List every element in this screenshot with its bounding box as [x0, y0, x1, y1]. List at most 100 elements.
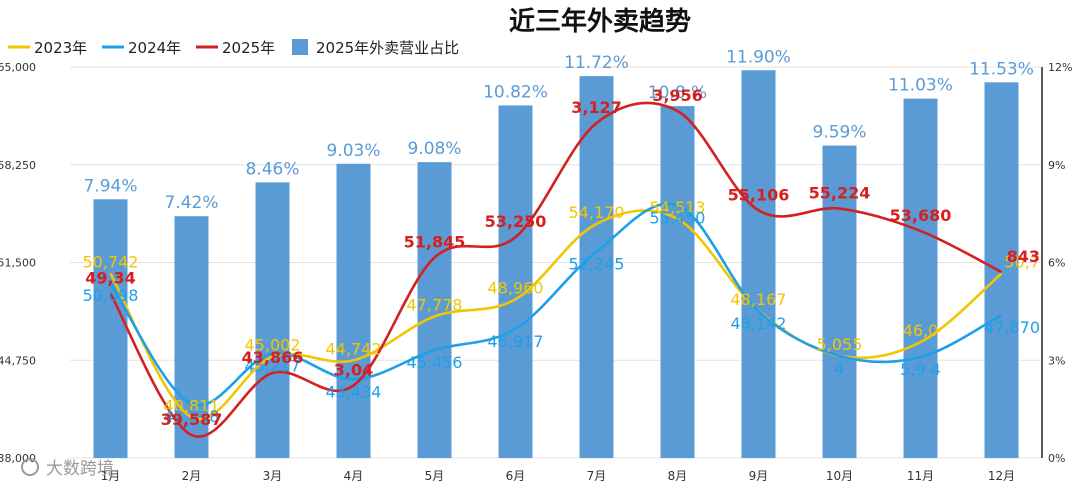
line-labels: 50,742 40,811 45,002 44,742 47,778 48,960 54,1…: [83, 86, 1040, 429]
line-label-2025年: 3,127: [571, 98, 622, 117]
x-tick: 2月: [182, 469, 202, 483]
x-tick: 12月: [988, 469, 1015, 483]
bar-label: 7.94%: [83, 176, 137, 196]
line-label-2025年: 55,224: [809, 184, 871, 203]
series-line-2025年: [109, 101, 1003, 439]
x-tick: 1月: [101, 469, 121, 483]
line-label-2023年: 40,811: [164, 396, 220, 415]
watermark-text: 大数跨境: [46, 459, 114, 479]
legend: 2023年 2024年 2025年 2025年外卖营业占比: [8, 39, 459, 57]
legend-label-3: 2025年外卖营业占比: [316, 39, 459, 57]
line-label-2024年: 45,217: [245, 356, 301, 375]
legend-label-1: 2024年: [128, 39, 181, 57]
x-tick: 10月: [826, 469, 853, 483]
watermark: 大数跨境: [21, 458, 114, 479]
y-left-tick: 51,500: [0, 257, 36, 270]
line-label-2024年: 5,9 4: [900, 360, 941, 379]
line-label-2024年: 46,917: [488, 332, 544, 351]
watermark-icon: [21, 458, 39, 476]
y-axis-left: 38,000 44,750 51,500 58,250 65,000: [0, 61, 36, 465]
line-label-2023年: 54,513: [650, 198, 706, 217]
x-tick: 11月: [907, 469, 934, 483]
line-label-2024年: 43,434: [326, 382, 382, 401]
x-tick: 4月: [344, 469, 364, 483]
y-left-tick: 58,250: [0, 159, 36, 172]
bar-label: 11.90%: [726, 47, 791, 67]
bar-4: [336, 163, 371, 458]
bar-label: 10.8 %: [648, 83, 707, 103]
line-label-2024年: 45,456: [407, 353, 463, 372]
line-label-2023年: 48,960: [488, 278, 544, 297]
bar-label: 11.03%: [888, 76, 953, 96]
line-label-2025年: 3,04: [334, 361, 373, 380]
x-tick: 6月: [506, 469, 526, 483]
x-tick: 8月: [668, 469, 688, 483]
line-label-2024年: 41,738: [164, 407, 220, 426]
bar-6: [498, 105, 533, 458]
line-label-2025年: 53,250: [485, 212, 547, 231]
line-label-2024年: 48,142: [731, 314, 787, 333]
line-label-2025年: 39,587: [161, 410, 223, 429]
line-label-2025年: 43,866: [242, 348, 304, 367]
line-label-2024年: 55,450: [650, 208, 706, 227]
line-label-2023年: 50,7: [1004, 252, 1040, 271]
bar-5: [417, 162, 452, 459]
line-label-2024年: 47,870: [984, 318, 1040, 337]
bar-label: 9.08%: [407, 139, 461, 159]
bar-7: [579, 76, 614, 458]
bar-label: 7.42%: [164, 193, 218, 213]
bar-series: [93, 70, 1019, 459]
x-tick: 5月: [425, 469, 445, 483]
line-label-2023年: 50,742: [83, 252, 139, 271]
bar-label: 10.82%: [483, 82, 548, 102]
y-left-tick: 65,000: [0, 61, 36, 74]
line-label-2023年: 47,778: [407, 295, 463, 314]
legend-label-2: 2025年: [222, 39, 275, 57]
line-label-2025年: 49,34: [85, 269, 136, 288]
line-label-2023年: 48,167: [731, 290, 787, 309]
bar-labels: 7.94% 7.42% 8.46% 9.03% 9.08% 10.82% 11.72% 10.…: [83, 47, 1033, 213]
line-label-2023年: 44,742: [326, 339, 382, 358]
x-tick: 9月: [749, 469, 769, 483]
y-axis-right: 0% 3% 6% 9% 12%: [1041, 61, 1072, 465]
line-label-2025年: 55,106: [728, 185, 790, 204]
bar-10: [822, 145, 857, 459]
y-right-tick: 0%: [1048, 452, 1065, 465]
chart-title: 近三年外卖趋势: [509, 6, 691, 37]
line-label-2025年: 3,956: [652, 86, 703, 105]
x-tick: 3月: [263, 469, 283, 483]
series-line-2023年: [109, 209, 1003, 421]
line-label-2023年: 5,055: [817, 335, 863, 354]
bar-label: 11.53%: [969, 59, 1034, 79]
bar-1: [93, 199, 128, 458]
bar-label: 9.59%: [812, 123, 866, 143]
bar-label: 9.03%: [326, 141, 380, 161]
y-right-tick: 12%: [1048, 61, 1072, 74]
series-line-2024年: [109, 202, 1003, 407]
y-right-tick: 9%: [1048, 159, 1065, 172]
bar-11: [903, 98, 938, 458]
line-series: [109, 101, 1003, 439]
line-label-2025年: 51,845: [404, 233, 466, 252]
x-tick: 7月: [587, 469, 607, 483]
line-label-2024年: 4: [834, 359, 844, 378]
y-right-tick: 3%: [1048, 354, 1065, 367]
line-label-2024年: 50,098: [83, 286, 139, 305]
line-label-2025年: 53,680: [890, 206, 952, 225]
line-label-2024年: 52,245: [569, 255, 625, 274]
bar-label: 8.46%: [245, 159, 299, 179]
bar-label: 11.72%: [564, 53, 629, 73]
legend-swatch-3: [292, 39, 308, 55]
line-label-2023年: 45,002: [245, 336, 301, 355]
bar-3: [255, 182, 290, 458]
x-axis: 1月 2月 3月 4月 5月 6月 7月 8月 9月 10月 11月 12月: [101, 469, 1015, 483]
y-right-tick: 6%: [1048, 257, 1065, 270]
bar-9: [741, 70, 776, 458]
y-left-tick: 44,750: [0, 354, 36, 367]
bar-12: [984, 82, 1019, 459]
bar-8: [660, 106, 695, 458]
line-label-2025年: 843: [1007, 247, 1040, 266]
legend-label-0: 2023年: [34, 39, 87, 57]
y-left-tick: 38,000: [0, 452, 36, 465]
